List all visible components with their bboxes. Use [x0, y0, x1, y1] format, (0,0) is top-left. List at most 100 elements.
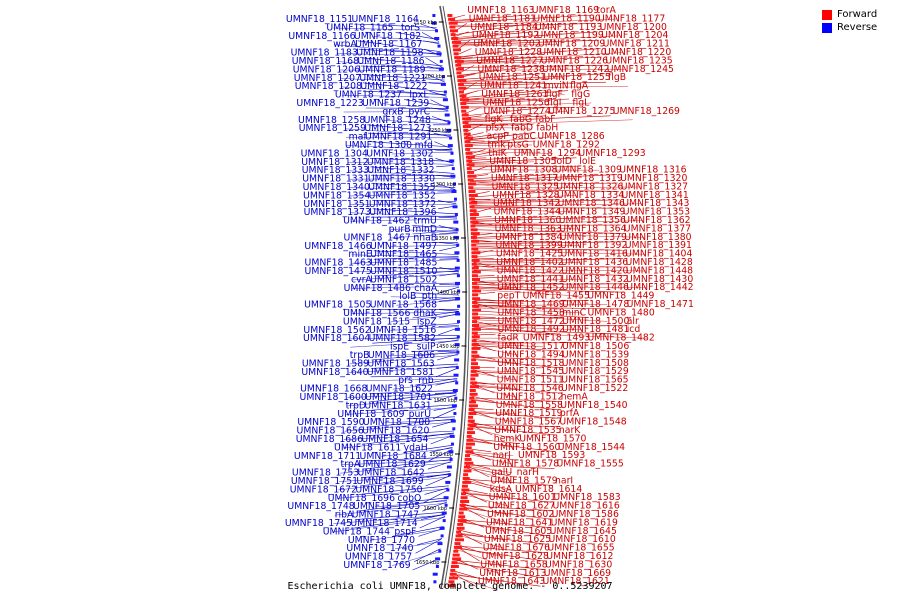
reverse-leader-line	[412, 311, 460, 319]
forward-feature	[462, 477, 470, 480]
forward-leader-line	[469, 178, 575, 183]
forward-gene-label-minc: minC	[562, 307, 586, 318]
forward-gene-label-fabd: fabD	[511, 123, 533, 134]
reverse-leader-line	[348, 178, 455, 180]
forward-feature	[468, 415, 474, 419]
reverse-gene-label-umnf18_1330: UMNF18_1330	[368, 174, 435, 185]
reverse-leader-line	[417, 538, 443, 546]
forward-leader-line	[473, 340, 521, 343]
forward-gene-label-galu: galU	[491, 467, 512, 478]
forward-feature	[450, 29, 458, 33]
forward-feature	[461, 488, 470, 492]
forward-feature	[469, 209, 477, 213]
reverse-leader-line	[368, 404, 456, 411]
forward-feature	[471, 274, 478, 278]
reverse-leader-line	[437, 200, 457, 205]
forward-gene-label-narh: narH	[517, 467, 539, 478]
reverse-feature	[452, 389, 458, 392]
forward-gene-label-umnf18_1493: UMNF18_1493	[523, 333, 590, 344]
forward-gene-label-tora: torA	[596, 5, 616, 16]
reverse-leader-line	[395, 541, 442, 549]
reverse-feature	[454, 358, 460, 362]
forward-leader-line	[472, 226, 579, 230]
forward-leader-line	[457, 531, 483, 545]
forward-gene-label-umnf18_1209: UMNF18_1209	[538, 39, 605, 50]
forward-feature	[457, 519, 467, 523]
reverse-gene-label-umnf18_1189: UMNF18_1189	[358, 64, 425, 75]
forward-leader-line	[472, 370, 518, 372]
forward-gene-label-umnf18_1602: UMNF18_1602	[487, 509, 554, 520]
reverse-gene-label-umnf18_1740: UMNF18_1740	[346, 543, 413, 554]
reverse-gene-label-wrba: wrbA	[333, 39, 357, 50]
forward-gene-label-umnf18_1512: UMNF18_1512	[496, 391, 563, 402]
reverse-gene-label-cvra: cvrA	[351, 274, 372, 285]
forward-gene-label-umnf18_1319: UMNF18_1319	[556, 173, 623, 184]
reverse-leader-line	[366, 418, 455, 428]
gene-features	[431, 5, 482, 589]
reverse-feature	[447, 144, 453, 148]
reverse-leader-line	[411, 349, 459, 352]
reverse-swatch	[822, 22, 832, 33]
forward-leader-line	[469, 427, 515, 440]
forward-gene-label-umnf18_1363: UMNF18_1363	[495, 223, 562, 234]
reverse-gene-label-umnf18_1656: UMNF18_1656	[297, 426, 364, 437]
forward-gene-label-flgg: flgG	[571, 89, 590, 100]
forward-leader-line	[470, 410, 516, 414]
reverse-feature	[447, 121, 451, 125]
forward-feature	[452, 44, 459, 48]
reverse-leader-line	[434, 149, 453, 152]
reverse-gene-label-umnf18_1223: UMNF18_1223	[296, 98, 363, 109]
forward-feature	[460, 500, 470, 503]
reverse-leader-line	[390, 296, 460, 299]
forward-feature	[471, 239, 480, 243]
forward-gene-label-fabf: fabF	[535, 114, 555, 125]
reverse-leader-line	[346, 407, 456, 415]
reverse-leader-line	[429, 446, 453, 453]
forward-feature	[469, 205, 475, 209]
reverse-leader-line	[372, 215, 458, 218]
forward-leader-line	[471, 195, 577, 201]
reverse-feature	[451, 190, 457, 193]
legend-entry-forward: Forward	[822, 8, 892, 21]
forward-leader-line	[471, 199, 620, 204]
forward-leader-line	[465, 464, 555, 469]
forward-feature	[470, 228, 478, 232]
reverse-gene-label-umnf18_1166: UMNF18_1166	[288, 31, 355, 42]
forward-leader-line	[473, 328, 625, 335]
forward-gene-label-umnf18_1441: UMNF18_1441	[497, 274, 564, 285]
reverse-gene-label-umnf18_1631: UMNF18_1631	[364, 400, 431, 411]
reverse-gene-label-trmu: trmU	[414, 216, 437, 227]
reverse-feature	[456, 274, 460, 278]
forward-leader-line	[451, 23, 597, 28]
reverse-leader-line	[339, 474, 451, 482]
reverse-gene-label-mind: minD	[412, 224, 437, 235]
reverse-feature	[435, 557, 441, 561]
reverse-leader-line	[427, 74, 445, 83]
reverse-leader-line	[372, 337, 459, 344]
reverse-leader-line	[439, 242, 459, 245]
reverse-feature	[440, 82, 446, 86]
forward-gene-label-umnf18_1658: UMNF18_1658	[480, 559, 547, 570]
reverse-leader-line	[336, 53, 442, 57]
reverse-leader-line	[439, 286, 460, 294]
forward-leader-line	[464, 480, 514, 495]
reverse-feature	[457, 304, 461, 308]
forward-gene-label-umnf18_1430: UMNF18_1430	[626, 274, 693, 285]
forward-gene-label-umnf18_1480: UMNF18_1480	[588, 307, 655, 318]
reverse-gene-label-lpxl: lpxL	[409, 90, 429, 101]
reverse-leader-line	[374, 500, 448, 507]
forward-leader-line	[472, 232, 644, 238]
forward-gene-label-umnf18_1251: UMNF18_1251	[479, 72, 546, 83]
reverse-feature	[444, 503, 448, 507]
reverse-gene-label-mine: minE	[348, 249, 372, 260]
reverse-feature	[454, 251, 460, 255]
forward-gene-label-umnf18_1362: UMNF18_1362	[623, 215, 690, 226]
reverse-leader-line	[345, 137, 452, 139]
forward-gene-label-umnf18_1269: UMNF18_1269	[613, 106, 680, 117]
forward-gene-label-umnf18_1627: UMNF18_1627	[488, 501, 555, 512]
forward-leader-line	[464, 119, 504, 122]
reverse-leader-line	[350, 218, 458, 222]
reverse-leader-line	[372, 208, 457, 215]
forward-leader-line	[468, 164, 552, 167]
reverse-leader-line	[348, 379, 458, 381]
